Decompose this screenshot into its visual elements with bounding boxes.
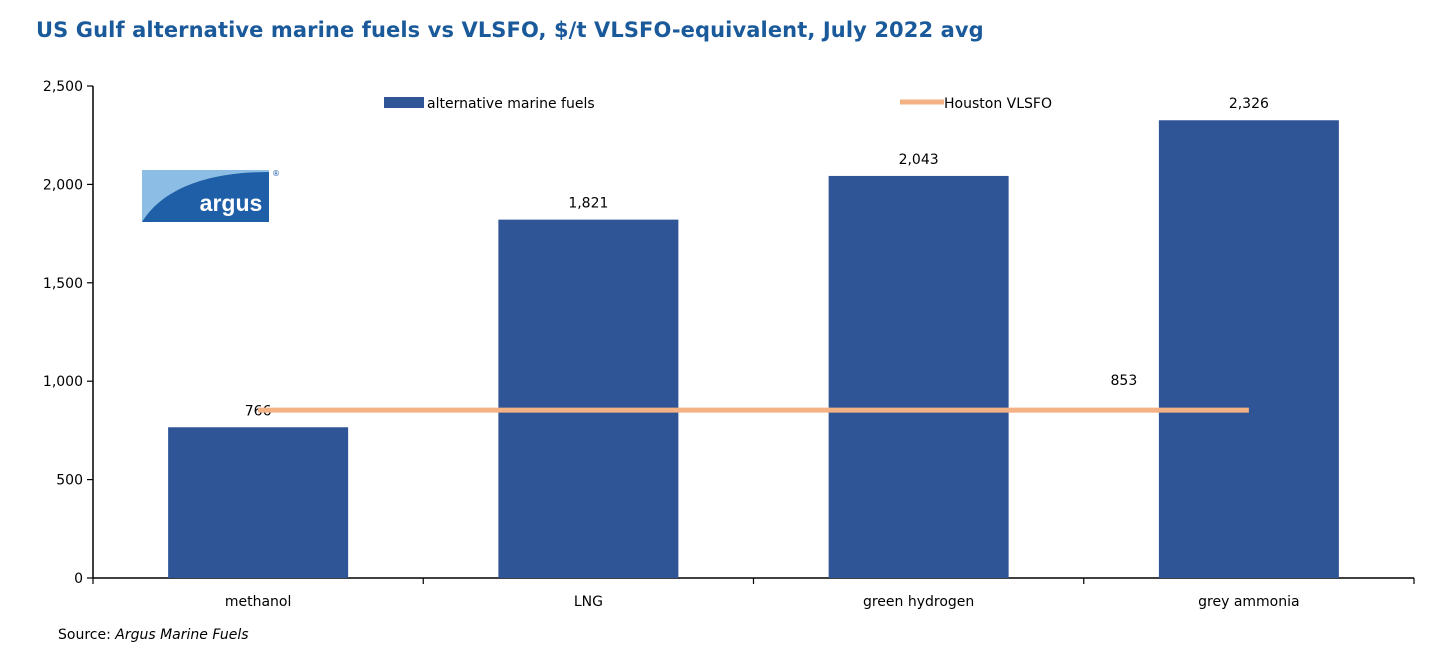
y-tick-label: 2,500 (43, 79, 83, 95)
x-tick-label: grey ammonia (1198, 594, 1299, 610)
y-tick-label: 2,000 (43, 177, 83, 193)
bar-data-label: 1,821 (568, 196, 608, 212)
x-tick-label: green hydrogen (863, 594, 974, 610)
logo-registered-mark: ® (272, 169, 280, 178)
logo-text: argus (200, 190, 263, 216)
legend-bar-swatch (384, 97, 424, 108)
bar (828, 175, 1009, 578)
x-tick-label: LNG (574, 594, 603, 610)
y-tick-label: 500 (56, 473, 83, 489)
source-note: Source: Argus Marine Fuels (58, 627, 249, 643)
legend-bar-label: alternative marine fuels (427, 96, 595, 112)
source-name: Argus Marine Fuels (115, 627, 249, 643)
argus-logo-icon: argus ® (142, 169, 280, 222)
bar-data-label: 2,043 (899, 152, 939, 168)
bar (498, 219, 679, 578)
y-tick-label: 1,500 (43, 276, 83, 292)
bar (168, 427, 349, 578)
line-series: 853 (258, 373, 1249, 413)
x-tick-label: methanol (225, 594, 292, 610)
bar-data-label: 2,326 (1229, 96, 1269, 112)
axes: 0 500 1,000 1,500 2,000 2,500 methanol LNG green… (43, 79, 1415, 610)
line-data-label: 853 (1111, 373, 1138, 389)
legend: alternative marine fuels Houston VLSFO (384, 96, 1052, 112)
legend-line-label: Houston VLSFO (944, 96, 1052, 112)
bar (1158, 120, 1339, 579)
source-prefix: Source: (58, 627, 116, 643)
y-tick-label: 0 (74, 571, 83, 587)
y-tick-label: 1,000 (43, 374, 83, 390)
chart-title: US Gulf alternative marine fuels vs VLSF… (36, 18, 984, 42)
